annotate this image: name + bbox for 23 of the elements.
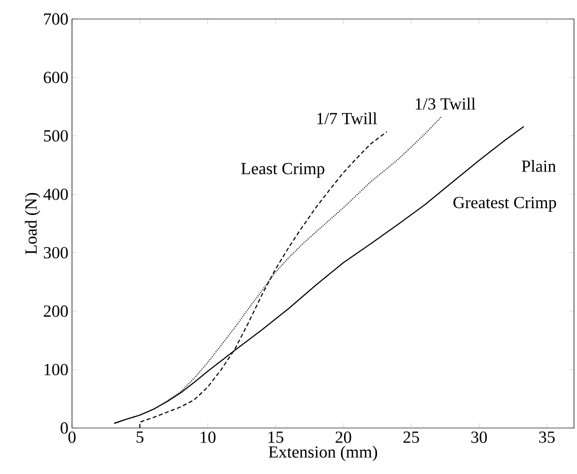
x-tick-label: 15 bbox=[268, 432, 284, 443]
x-tick-label: 5 bbox=[136, 432, 144, 443]
series-label: Plain bbox=[522, 160, 556, 172]
x-tick-label: 10 bbox=[200, 432, 216, 443]
y-tick-label: 100 bbox=[44, 364, 68, 376]
x-axis-title: Extension (mm) bbox=[268, 446, 378, 462]
x-tick-label: 35 bbox=[539, 432, 555, 443]
series-label: 1/7 Twill bbox=[317, 112, 377, 124]
y-tick-label: 200 bbox=[44, 305, 68, 317]
x-tick-label: 0 bbox=[68, 432, 76, 443]
y-tick-label: 300 bbox=[44, 246, 68, 258]
x-tick-label: 20 bbox=[336, 432, 352, 443]
y-tick-label: 400 bbox=[43, 188, 68, 200]
y-tick-label: 500 bbox=[44, 130, 68, 142]
annotation: Greatest Crimp bbox=[453, 196, 556, 212]
series-label: 1/3 Twill bbox=[416, 98, 476, 110]
x-tick-label: 25 bbox=[403, 432, 420, 443]
y-axis-title: Load (N) bbox=[24, 192, 40, 254]
y-tick-label: 700 bbox=[44, 13, 68, 25]
y-tick-label: 600 bbox=[44, 72, 68, 84]
y-tick-label: 0 bbox=[60, 422, 68, 434]
x-tick-label: 30 bbox=[471, 432, 487, 443]
annotation: Least Crimp bbox=[241, 162, 324, 178]
